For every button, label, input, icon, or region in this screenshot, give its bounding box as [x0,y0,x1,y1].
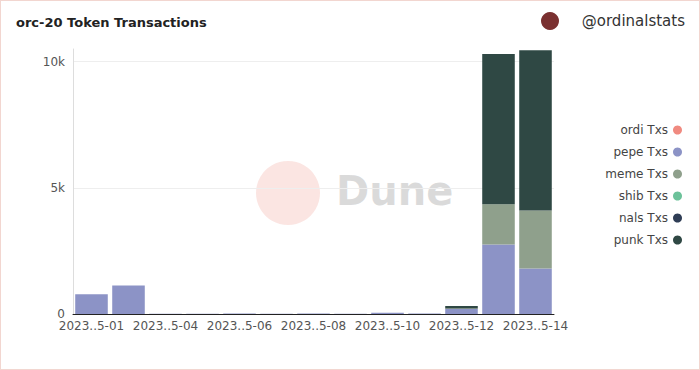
svg-text:@ordinalstats: @ordinalstats [582,12,685,30]
svg-text:punk Txs: punk Txs [614,233,668,247]
svg-text:10k: 10k [43,55,65,69]
svg-text:5k: 5k [50,181,65,195]
svg-text:orc-20 Token Transactions: orc-20 Token Transactions [16,15,207,30]
svg-text:2023..5-10: 2023..5-10 [355,319,420,333]
svg-text:pepe Txs: pepe Txs [614,145,669,159]
svg-text:2023..5-14: 2023..5-14 [503,319,568,333]
svg-text:meme Txs: meme Txs [605,167,668,181]
svg-text:ordi Txs: ordi Txs [620,123,668,137]
svg-text:2023..5-06: 2023..5-06 [207,319,272,333]
svg-text:2023..5-01: 2023..5-01 [59,319,124,333]
svg-text:shib Txs: shib Txs [619,189,668,203]
svg-text:0: 0 [57,307,65,321]
svg-text:Dune: Dune [336,168,453,214]
svg-text:nals Txs: nals Txs [619,211,668,225]
svg-text:2023..5-04: 2023..5-04 [133,319,198,333]
svg-text:2023..5-12: 2023..5-12 [429,319,494,333]
svg-text:2023..5-08: 2023..5-08 [281,319,346,333]
